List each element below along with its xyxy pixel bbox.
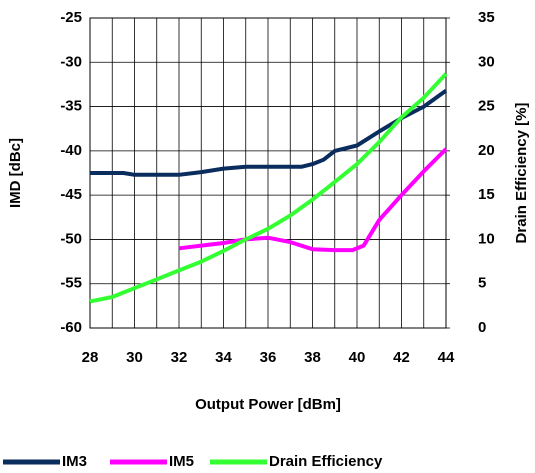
y2-tick-label: 30 (478, 53, 495, 70)
y2-axis-label: Drain Efficiency [%] (513, 103, 530, 244)
y-tick-label: -60 (60, 319, 82, 336)
y2-tick-label: 5 (478, 275, 486, 292)
series-line (89, 72, 448, 304)
series-line (178, 147, 448, 253)
y-axis-label: IMD [dBc] (7, 138, 24, 208)
x-tick-label: 42 (393, 349, 410, 366)
x-tick-label: 40 (349, 349, 366, 366)
y-tick-label: -55 (60, 275, 82, 292)
y-tick-label: -25 (60, 9, 82, 26)
x-axis-label: Output Power [dBm] (195, 396, 341, 413)
x-tick-label: 44 (438, 349, 455, 366)
y2-tick-label: 10 (478, 230, 495, 247)
y2-tick-label: 15 (478, 186, 495, 203)
x-tick-label: 28 (82, 349, 99, 366)
y-tick-label: -50 (60, 230, 82, 247)
y2-tick-label: 35 (478, 9, 495, 26)
y-tick-label: -40 (60, 142, 82, 159)
legend-label: Drain Efficiency (269, 453, 383, 470)
x-tick-label: 30 (126, 349, 143, 366)
x-tick-label: 34 (215, 349, 232, 366)
y-tick-label: -30 (60, 53, 82, 70)
legend-label: IM3 (62, 453, 87, 470)
x-tick-label: 38 (304, 349, 321, 366)
y2-tick-label: 0 (478, 319, 486, 336)
y-tick-label: -35 (60, 98, 82, 115)
y-tick-label: -45 (60, 186, 82, 203)
series-line (90, 88, 448, 177)
x-tick-label: 36 (260, 349, 277, 366)
legend-label: IM5 (169, 453, 194, 470)
y2-tick-label: 25 (478, 98, 495, 115)
x-tick-label: 32 (171, 349, 188, 366)
y2-tick-label: 20 (478, 142, 495, 159)
